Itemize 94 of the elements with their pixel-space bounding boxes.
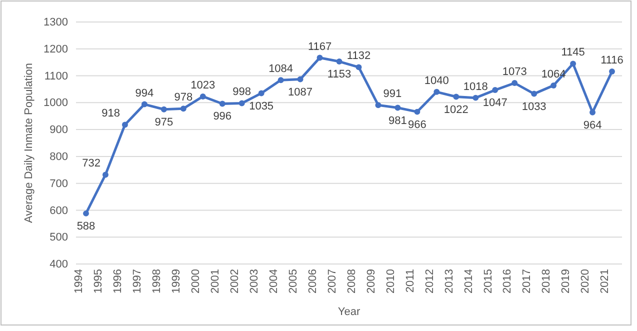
data-label: 994 bbox=[135, 87, 154, 100]
y-tick-label: 700 bbox=[50, 178, 68, 190]
point bbox=[102, 172, 108, 178]
point bbox=[297, 76, 304, 82]
y-tick-label: 1200 bbox=[44, 43, 68, 56]
data-label: 996 bbox=[213, 110, 232, 123]
data-label: 978 bbox=[174, 92, 193, 104]
point bbox=[356, 64, 362, 70]
data-label: 1167 bbox=[308, 40, 332, 53]
x-tick-label: 2005 bbox=[287, 269, 300, 294]
x-axis-title: Year bbox=[338, 306, 360, 318]
y-tick-label: 600 bbox=[50, 204, 68, 217]
x-tick-label: 2013 bbox=[443, 269, 456, 294]
data-label: 1116 bbox=[600, 54, 624, 66]
data-label: 981 bbox=[388, 114, 407, 127]
point bbox=[316, 54, 323, 61]
y-tick-label: 900 bbox=[50, 124, 68, 136]
x-tick-label: 2002 bbox=[229, 269, 241, 294]
data-label: 918 bbox=[102, 108, 120, 120]
x-tick-label: 1996 bbox=[112, 269, 124, 294]
data-label: 1018 bbox=[463, 80, 488, 93]
point bbox=[550, 82, 557, 88]
data-label: 998 bbox=[232, 86, 252, 98]
x-tick-label: 2007 bbox=[326, 269, 338, 294]
x-tick-label: 2016 bbox=[502, 269, 514, 294]
point bbox=[472, 94, 479, 101]
point bbox=[180, 106, 186, 112]
point bbox=[258, 90, 264, 96]
x-tick-label: 2020 bbox=[580, 269, 592, 294]
x-tick-label: 2004 bbox=[268, 269, 280, 294]
point bbox=[570, 60, 576, 67]
point bbox=[122, 122, 128, 128]
x-tick-label: 2000 bbox=[190, 269, 202, 294]
data-label: 1073 bbox=[502, 66, 527, 78]
x-tick-label: 2019 bbox=[560, 269, 572, 294]
data-label: 1087 bbox=[288, 86, 313, 98]
point bbox=[434, 88, 440, 95]
point bbox=[531, 90, 538, 97]
x-tick-label: 2012 bbox=[424, 269, 436, 294]
y-tick-label: 400 bbox=[50, 258, 68, 271]
point bbox=[219, 100, 226, 107]
data-label: 1040 bbox=[424, 74, 449, 87]
x-tick-label: 2010 bbox=[384, 269, 397, 294]
data-label: 991 bbox=[383, 88, 402, 100]
x-tick-label: 2006 bbox=[306, 269, 319, 294]
y-tick-label: 800 bbox=[50, 150, 68, 163]
y-tick-label: 1300 bbox=[44, 16, 68, 29]
point bbox=[336, 58, 342, 65]
data-label: 732 bbox=[82, 158, 100, 170]
y-tick-label: 1000 bbox=[44, 97, 68, 110]
data-label: 588 bbox=[76, 220, 96, 232]
point bbox=[492, 87, 498, 94]
data-label: 1132 bbox=[346, 50, 371, 62]
x-tick-label: 2018 bbox=[540, 269, 553, 294]
point bbox=[453, 94, 460, 100]
x-tick-label: 2014 bbox=[462, 269, 475, 294]
x-tick-label: 2009 bbox=[365, 269, 378, 294]
point bbox=[375, 102, 382, 108]
point bbox=[200, 94, 206, 100]
data-label: 1047 bbox=[482, 97, 508, 110]
data-label: 1153 bbox=[327, 68, 352, 81]
y-tick-label: 500 bbox=[50, 232, 68, 244]
data-label: 966 bbox=[408, 118, 426, 131]
data-label: 1033 bbox=[522, 100, 546, 113]
point bbox=[141, 101, 148, 108]
x-tick-label: 1995 bbox=[92, 269, 105, 294]
x-tick-label: 1998 bbox=[151, 269, 164, 294]
point bbox=[414, 108, 420, 115]
y-tick-label: 1100 bbox=[44, 70, 68, 82]
x-tick-label: 2017 bbox=[521, 269, 534, 294]
point bbox=[278, 77, 284, 84]
x-tick-label: 2011 bbox=[404, 269, 416, 293]
x-tick-label: 1997 bbox=[132, 269, 144, 294]
point bbox=[83, 210, 89, 216]
x-tick-label: 2003 bbox=[248, 269, 260, 294]
data-label: 964 bbox=[583, 119, 602, 132]
point bbox=[394, 104, 401, 111]
x-tick-label: 2001 bbox=[210, 269, 222, 294]
x-tick-label: 2021 bbox=[599, 269, 612, 294]
point bbox=[160, 106, 167, 112]
data-label: 1145 bbox=[561, 46, 585, 59]
y-axis-title: Average Daily Inmate Population bbox=[23, 62, 35, 224]
point bbox=[512, 80, 518, 86]
data-label: 1035 bbox=[249, 100, 274, 112]
data-label: 1084 bbox=[268, 63, 294, 76]
point bbox=[238, 100, 245, 106]
data-label: 1023 bbox=[190, 79, 216, 92]
data-label: 1022 bbox=[444, 104, 468, 116]
data-label: 975 bbox=[154, 116, 174, 128]
x-tick-label: 1994 bbox=[73, 269, 86, 294]
point bbox=[609, 68, 615, 74]
x-tick-label: 2008 bbox=[346, 269, 358, 294]
x-tick-label: 1999 bbox=[170, 269, 183, 294]
x-tick-label: 2015 bbox=[482, 269, 494, 294]
